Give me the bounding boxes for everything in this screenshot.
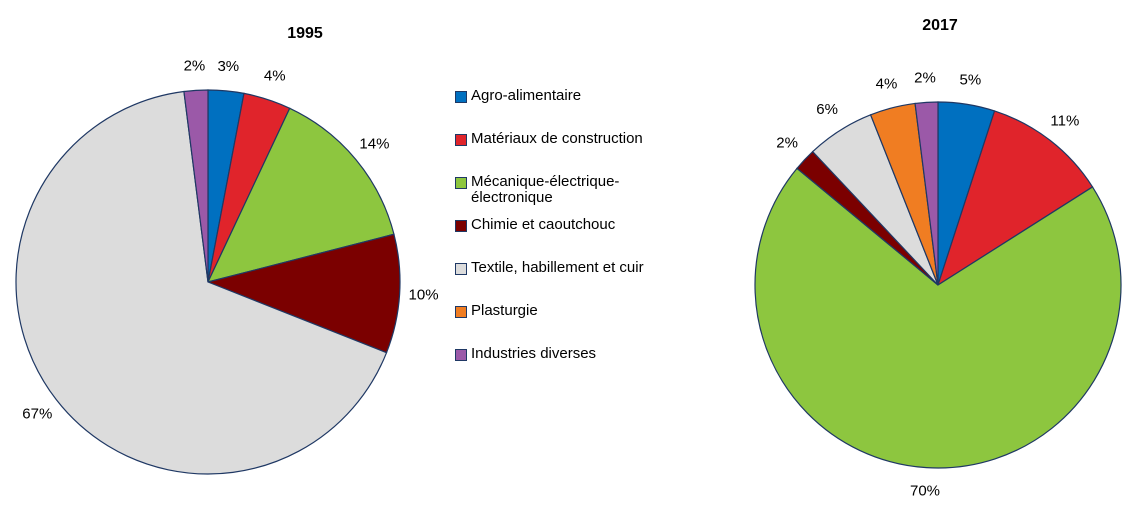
pie-slice: [936, 110, 1094, 287]
pie-slice: [914, 101, 939, 286]
legend-swatch: [455, 177, 467, 189]
legend-swatch: [455, 263, 467, 275]
pie-slice: [183, 89, 209, 283]
data-label: 14%: [359, 135, 389, 152]
legend-swatch: [455, 91, 467, 103]
data-label: 2%: [914, 69, 936, 86]
data-label: 10%: [409, 287, 439, 304]
legend-swatch: [455, 349, 467, 361]
legend-item: Industries diverses: [455, 346, 695, 389]
legend-label: Agro-alimentaire: [471, 87, 582, 104]
legend-item: Textile, habillement et cuir: [455, 260, 695, 303]
legend-label: Industries diverses: [471, 345, 597, 362]
data-label: 5%: [960, 72, 982, 89]
data-label: 70%: [910, 483, 940, 500]
chart-title: 1995: [287, 25, 323, 42]
pie-slice: [206, 107, 395, 283]
legend-label: Mécanique-électrique-électronique: [471, 173, 620, 206]
legend-item: Matériaux de construction: [455, 131, 695, 174]
data-label: 2%: [184, 57, 206, 74]
pie-slice: [206, 233, 401, 354]
pie-slice: [754, 167, 1122, 469]
legend-swatch: [455, 220, 467, 232]
legend-label: Plasturgie: [471, 302, 538, 319]
legend-item: Agro-alimentaire: [455, 88, 695, 131]
legend-swatch: [455, 306, 467, 318]
legend-item: Plasturgie: [455, 303, 695, 346]
legend-swatch: [455, 134, 467, 146]
legend-label: Chimie et caoutchouc: [471, 216, 616, 233]
chart-title: 2017: [922, 17, 958, 34]
data-label: 6%: [816, 101, 838, 118]
pie-slice: [15, 90, 388, 475]
data-label: 4%: [264, 68, 286, 85]
data-label: 11%: [1050, 112, 1079, 129]
data-label: 3%: [217, 58, 239, 75]
legend: Agro-alimentaire Matériaux de constructio…: [455, 88, 695, 389]
legend-label: Matériaux de construction: [471, 130, 643, 147]
data-label: 2%: [776, 134, 798, 151]
data-label: 4%: [876, 75, 898, 92]
legend-item: Mécanique-électrique-électronique: [455, 174, 695, 217]
legend-item: Chimie et caoutchouc: [455, 217, 695, 260]
legend-label: Textile, habillement et cuir: [471, 259, 644, 276]
data-label: 67%: [22, 405, 52, 422]
